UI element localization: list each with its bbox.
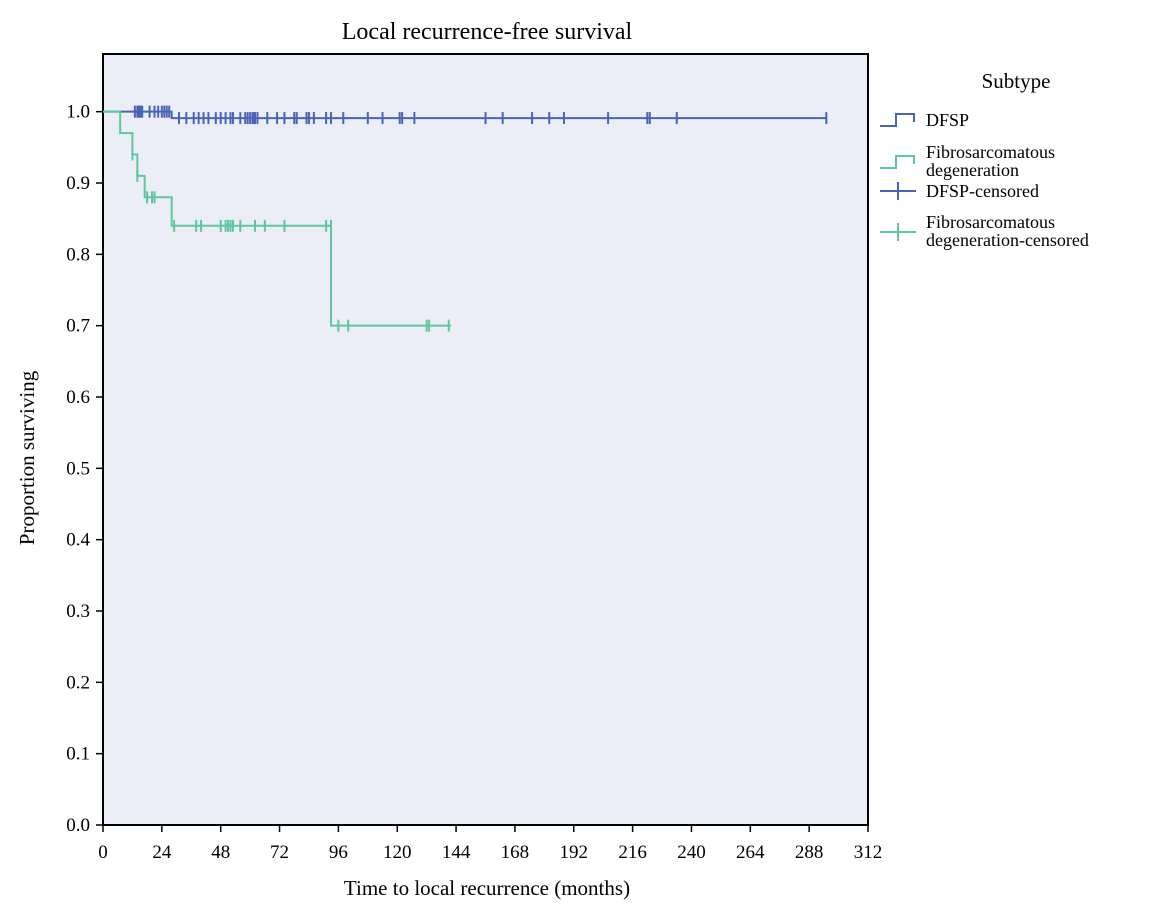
legend-label: DFSP-censored	[926, 181, 1039, 201]
legend-label: degeneration	[926, 160, 1019, 180]
series-fibrosarcomatous	[103, 110, 452, 332]
x-tick-label: 24	[152, 842, 172, 863]
x-axis-label: Time to local recurrence (months)	[344, 876, 630, 900]
x-tick-label: 192	[560, 842, 589, 863]
chart-title: Local recurrence-free survival	[342, 19, 633, 45]
x-tick-label: 72	[270, 842, 289, 863]
legend-label: Fibrosarcomatous	[926, 212, 1055, 232]
y-tick-label: 0.4	[66, 530, 90, 551]
legend-item: DFSP	[880, 110, 969, 130]
x-tick-label: 168	[501, 842, 530, 863]
legend-item: DFSP-censored	[880, 181, 1039, 201]
x-tick-label: 96	[329, 842, 348, 863]
x-axis: 0 24 48 72 96 120 144 168 192 216 240 264 288 312	[98, 825, 882, 863]
y-tick-label: 0.1	[66, 744, 90, 765]
y-tick-label: 0.8	[66, 244, 90, 265]
y-tick-label: 1.0	[66, 102, 90, 123]
x-tick-label: 288	[795, 842, 824, 863]
y-tick-label: 0.0	[66, 815, 90, 836]
survival-step-line	[103, 110, 452, 327]
legend-line-icon	[880, 113, 915, 127]
legend-label: degeneration-censored	[926, 230, 1089, 250]
y-tick-label: 0.6	[66, 387, 90, 408]
legend-entries: DFSPFibrosarcomatousdegenerationDFSP-cen…	[880, 110, 1089, 250]
y-tick-label: 0.2	[66, 672, 90, 693]
series-dfsp	[103, 105, 828, 125]
x-tick-label: 312	[854, 842, 883, 863]
x-tick-label: 0	[98, 842, 108, 863]
x-tick-label: 144	[442, 842, 471, 863]
legend-label: Fibrosarcomatous	[926, 142, 1055, 162]
series-layer	[103, 105, 828, 332]
x-tick-label: 240	[677, 842, 706, 863]
plot-area	[102, 53, 869, 826]
legend: Subtype DFSPFibrosarcomatousdegeneration…	[880, 69, 1089, 250]
x-tick-label: 216	[618, 842, 647, 863]
y-axis: 0.0 0.1 0.2 0.3 0.4 0.5 0.6 0.7 0.8 0.9 1.0	[66, 102, 103, 836]
legend-title: Subtype	[982, 69, 1051, 93]
x-tick-label: 264	[736, 842, 765, 863]
legend-label: DFSP	[926, 110, 969, 130]
y-tick-label: 0.5	[66, 458, 90, 479]
x-tick-label: 120	[383, 842, 412, 863]
y-axis-label: Proportion surviving	[15, 370, 39, 545]
y-tick-label: 0.7	[66, 316, 90, 337]
legend-line-icon	[880, 155, 915, 169]
y-tick-label: 0.3	[66, 601, 90, 622]
y-tick-label: 0.9	[66, 173, 90, 194]
x-tick-label: 48	[211, 842, 230, 863]
